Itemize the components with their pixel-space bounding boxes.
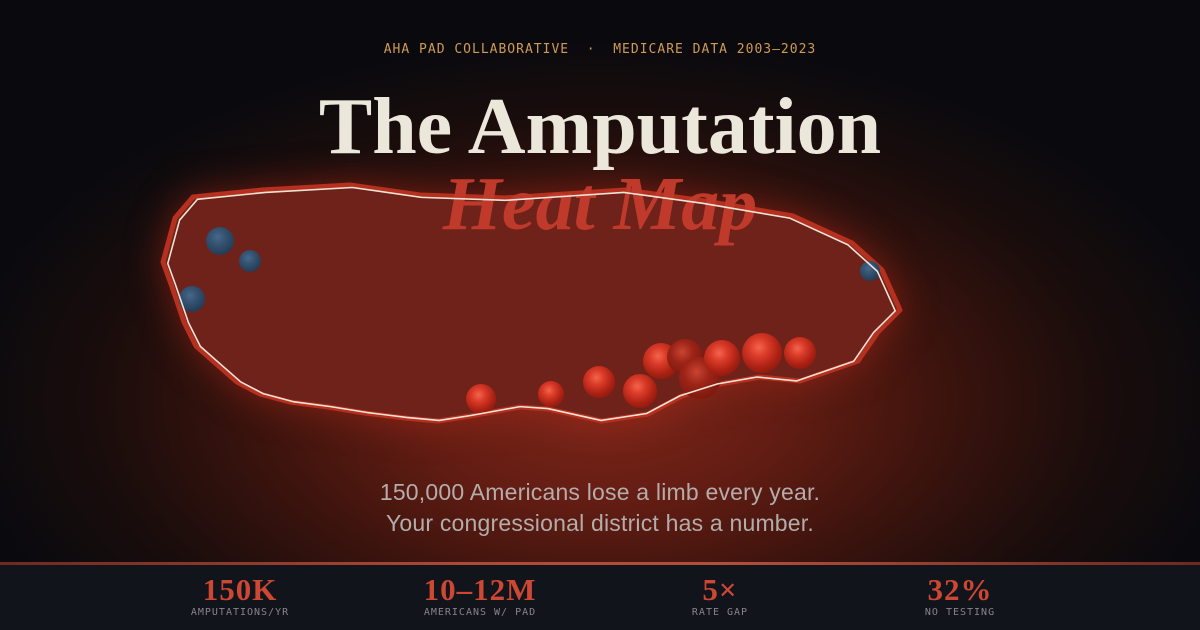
stat-amputations: 150K AMPUTATIONS/YR xyxy=(120,572,360,618)
stat-value: 32% xyxy=(927,572,993,607)
stat-label: AMPUTATIONS/YR xyxy=(190,607,290,618)
kicker-text: AHA PAD COLLABORATIVE · MEDICARE DATA 20… xyxy=(383,42,817,57)
stat-value: 150K xyxy=(202,572,278,607)
red-hotspot xyxy=(623,374,657,408)
blue-hotspot xyxy=(179,286,205,312)
subtitle-line-2: Your congressional district has a number… xyxy=(386,510,814,536)
map-inner-outline xyxy=(166,186,896,422)
stat-value: 10–12M xyxy=(423,572,537,607)
footer-divider xyxy=(0,562,1200,565)
subtitle: 150,000 Americans lose a limb every year… xyxy=(0,477,1200,539)
red-hotspot xyxy=(704,340,740,376)
stat-no-testing: 32% NO TESTING xyxy=(840,572,1080,618)
stat-pad-population: 10–12M AMERICANS W/ PAD xyxy=(360,572,600,618)
red-hotspot xyxy=(583,366,615,398)
blue-hotspot xyxy=(239,250,261,272)
stats-bar: 150K AMPUTATIONS/YR 10–12M AMERICANS W/ … xyxy=(0,562,1200,630)
page-title: The Amputation xyxy=(318,83,882,171)
red-hotspot xyxy=(742,333,782,373)
red-hotspot xyxy=(538,381,564,407)
bubble-layer xyxy=(179,227,880,414)
stat-label: RATE GAP xyxy=(691,607,749,618)
subtitle-line-1: 150,000 Americans lose a limb every year… xyxy=(379,479,821,505)
stats-row: 150K AMPUTATIONS/YR 10–12M AMERICANS W/ … xyxy=(120,565,1080,618)
blue-hotspot xyxy=(206,227,234,255)
stat-rate-gap: 5× RATE GAP xyxy=(600,572,840,618)
stat-label: AMERICANS W/ PAD xyxy=(423,607,537,618)
blue-hotspot xyxy=(860,261,880,281)
stat-value: 5× xyxy=(702,572,738,607)
red-hotspot xyxy=(466,384,496,414)
stat-label: NO TESTING xyxy=(924,607,996,618)
red-hotspot xyxy=(784,337,816,369)
